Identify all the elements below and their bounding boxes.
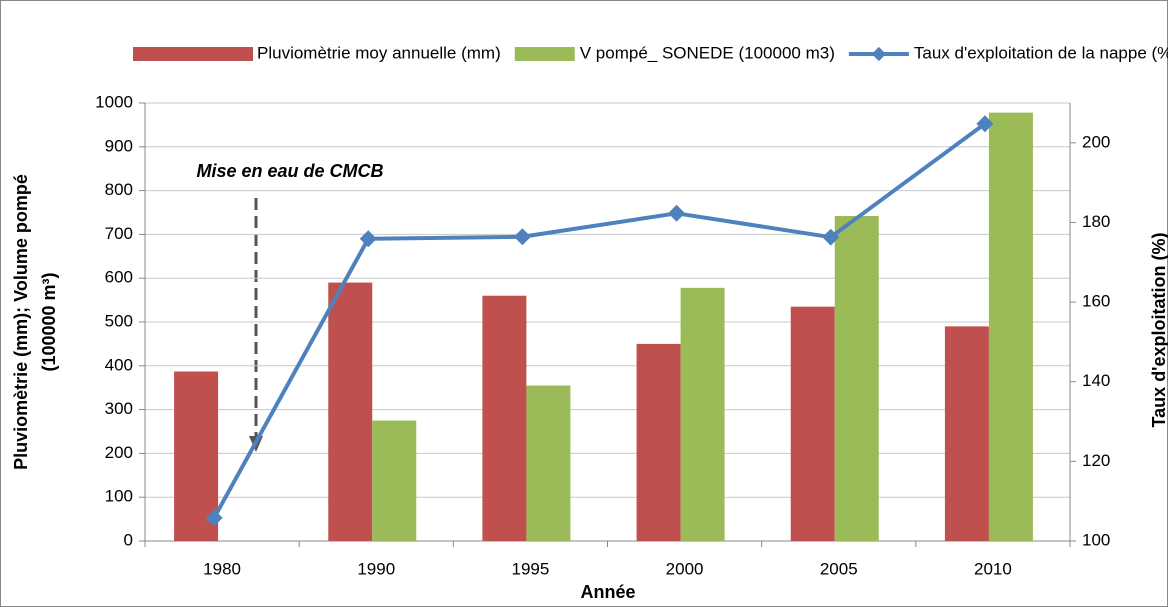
y2-tick-label: 160: [1082, 292, 1110, 311]
bar: [790, 306, 835, 541]
y-tick-label: 900: [105, 136, 133, 155]
x-tick-label: 2005: [820, 559, 858, 578]
y-tick-label: 300: [105, 399, 133, 418]
annotation: Mise en eau de CMCB: [196, 161, 383, 181]
x-tick-label: 1990: [357, 559, 395, 578]
y-tick-label: 500: [105, 311, 133, 330]
x-tick-label: 1980: [203, 559, 241, 578]
bar: [680, 287, 725, 541]
bar: [636, 343, 681, 541]
x-axis-label: Année: [580, 582, 635, 602]
legend-label: Pluviomètrie moy annuelle (mm): [257, 43, 501, 62]
bar: [482, 295, 527, 541]
legend-swatch: [133, 47, 253, 61]
y-tick-label: 800: [105, 180, 133, 199]
y-tick-label: 200: [105, 443, 133, 462]
y2-axis-label: Taux d'exploitation (%): [1149, 233, 1168, 428]
legend-label: V pompé_ SONEDE (100000 m3): [580, 43, 835, 62]
y2-tick-label: 100: [1082, 530, 1110, 549]
line-marker: [822, 228, 840, 246]
y2-tick-label: 180: [1082, 212, 1110, 231]
y2-tick-label: 120: [1082, 451, 1110, 470]
line-marker: [359, 230, 377, 248]
y-tick-label: 100: [105, 487, 133, 506]
y-tick-label: 1000: [95, 92, 133, 111]
bar: [834, 216, 879, 541]
legend-label: Taux d'exploitation de la nappe (%): [914, 43, 1168, 62]
bar: [988, 112, 1033, 542]
y-axis-label: (100000 m³): [39, 272, 59, 371]
y-tick-label: 400: [105, 355, 133, 374]
x-tick-label: 2000: [666, 559, 704, 578]
y-tick-label: 0: [124, 530, 133, 549]
bar: [944, 326, 989, 541]
x-tick-label: 2010: [974, 559, 1012, 578]
line: [212, 122, 987, 519]
x-tick-label: 1995: [512, 559, 550, 578]
y2-tick-label: 200: [1082, 132, 1110, 151]
legend-marker: [871, 46, 886, 62]
line-marker: [976, 115, 994, 133]
bar: [328, 282, 373, 541]
y-axis-label: Pluviomètrie (mm); Volume pompé: [11, 174, 31, 470]
y-tick-label: 700: [105, 224, 133, 243]
line-marker: [668, 204, 686, 222]
y-tick-label: 600: [105, 268, 133, 287]
y2-tick-label: 140: [1082, 371, 1110, 390]
bar: [526, 385, 571, 541]
bar: [174, 371, 219, 541]
line-marker: [513, 228, 531, 246]
line-marker: [205, 509, 223, 527]
bar: [372, 420, 417, 541]
legend-swatch: [514, 47, 575, 61]
